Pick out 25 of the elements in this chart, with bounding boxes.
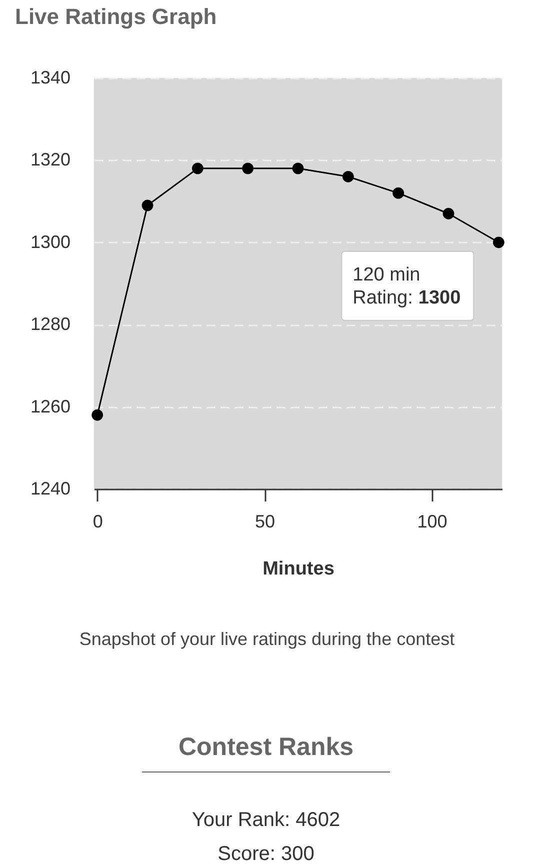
chart-title: Live Ratings Graph	[15, 4, 217, 29]
y-tick-label: 1280	[30, 314, 70, 334]
x-tick-label: 100	[417, 512, 448, 532]
y-tick-label: 1240	[30, 478, 70, 498]
point	[392, 187, 404, 199]
text: Score: 300	[218, 843, 314, 865]
x-tick-label: 0	[92, 512, 103, 532]
x-tick-label: 50	[255, 512, 276, 532]
point	[192, 162, 204, 174]
y-tick-label: 1260	[30, 396, 70, 416]
point	[442, 208, 454, 220]
text: Contest Ranks	[178, 733, 354, 761]
text: Snapshot of your live ratings during the contest	[79, 629, 455, 649]
point	[292, 162, 304, 174]
point	[92, 409, 104, 421]
point	[492, 236, 504, 248]
annotation: 120 min Rating: 1300	[352, 264, 461, 308]
x-axis-title: Minutes	[262, 558, 334, 580]
y-tick-label: 1340	[30, 68, 70, 88]
point	[342, 170, 354, 182]
point	[142, 200, 154, 212]
y-tick-label: 1300	[30, 232, 70, 252]
y-tick-label: 1320	[30, 150, 70, 170]
text: Your Rank: 4602	[192, 809, 340, 831]
point	[242, 162, 254, 174]
